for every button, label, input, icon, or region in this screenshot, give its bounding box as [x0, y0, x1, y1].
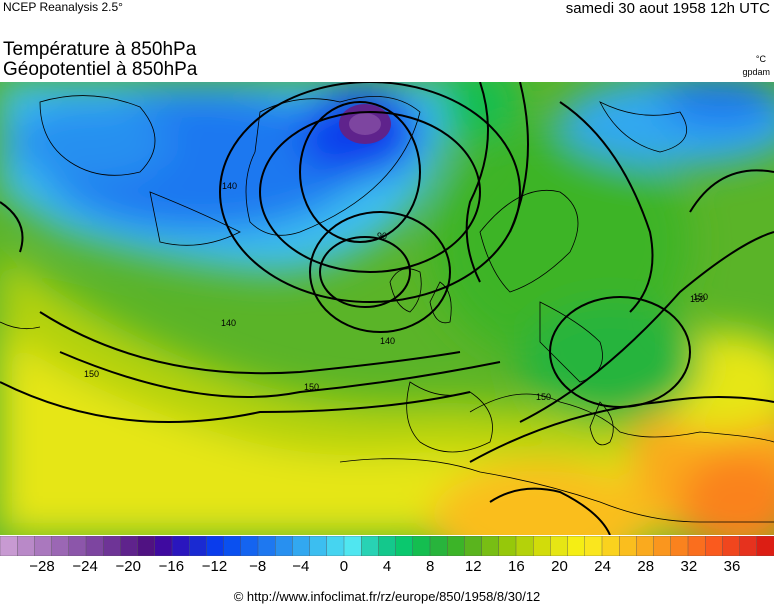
- color-scale-swatch: [51, 536, 70, 556]
- title-geopotential: Géopotentiel à 850hPa: [3, 59, 198, 80]
- color-scale-swatch: [171, 536, 190, 556]
- color-scale-swatch: [34, 536, 53, 556]
- contour-label: 140: [380, 336, 395, 346]
- color-scale-swatch: [292, 536, 311, 556]
- color-scale-swatch: [343, 536, 362, 556]
- unit-geopotential: gpdam: [742, 67, 770, 77]
- color-scale-tick-label: −28: [29, 558, 55, 575]
- color-scale-tick-label: −24: [72, 558, 98, 575]
- color-scale-swatch: [361, 536, 380, 556]
- color-scale-swatch: [326, 536, 345, 556]
- color-scale-swatch: [206, 536, 225, 556]
- color-scale-tick-label: 24: [594, 558, 611, 575]
- color-scale-swatch: [687, 536, 706, 556]
- contour-label: 150: [84, 369, 99, 379]
- color-scale-swatch: [481, 536, 500, 556]
- color-scale-swatch: [17, 536, 36, 556]
- color-scale-tick-label: −4: [292, 558, 310, 575]
- unit-temperature: °C: [755, 54, 766, 64]
- contour-label: 90: [377, 231, 387, 241]
- color-scale-swatch: [550, 536, 569, 556]
- color-scale-tick-label: −8: [249, 558, 267, 575]
- contour-label: 150: [693, 292, 708, 302]
- temperature-field: [0, 82, 774, 535]
- color-scale-swatch: [68, 536, 87, 556]
- coastlines: [0, 95, 774, 523]
- color-scale-swatch: [0, 536, 18, 556]
- color-scale-swatch: [154, 536, 173, 556]
- color-scale-swatch: [429, 536, 448, 556]
- color-scale-swatch: [653, 536, 672, 556]
- geopotential-contours: [0, 82, 774, 535]
- color-scale-swatch: [85, 536, 104, 556]
- color-scale-tick-label: 12: [464, 558, 482, 575]
- color-scale-swatch: [515, 536, 534, 556]
- color-scale-swatch: [619, 536, 638, 556]
- contour-label: 140: [222, 181, 237, 191]
- color-scale-swatch: [705, 536, 724, 556]
- color-scale-swatch: [739, 536, 758, 556]
- color-scale-swatch: [395, 536, 414, 556]
- color-scale-swatch: [567, 536, 586, 556]
- contour-label: 140: [221, 318, 236, 328]
- contour-label: 150: [690, 294, 705, 304]
- color-scale-tick-label: 16: [508, 558, 525, 575]
- source-label: NCEP Reanalysis 2.5°: [3, 0, 123, 14]
- datetime-label: samedi 30 aout 1958 12h UTC: [565, 0, 770, 17]
- color-scale-swatch: [670, 536, 689, 556]
- color-scale-swatch: [223, 536, 242, 556]
- contour-label: 150: [304, 382, 319, 392]
- color-scale-swatch: [275, 536, 294, 556]
- color-scale-swatch: [636, 536, 655, 556]
- color-scale-swatch: [120, 536, 139, 556]
- color-scale-swatch: [447, 536, 466, 556]
- color-scale-tick-label: 20: [551, 558, 568, 575]
- color-scale-tick-label: 36: [723, 558, 741, 575]
- color-scale-tick-label: −20: [115, 558, 141, 575]
- color-scale-swatch: [137, 536, 156, 556]
- color-scale-swatch: [257, 536, 276, 556]
- color-scale-swatch: [498, 536, 517, 556]
- color-scale-tick-label: 8: [425, 558, 435, 575]
- credit-url: © http://www.infoclimat.fr/rz/europe/850…: [233, 589, 541, 604]
- color-scale-swatch: [378, 536, 397, 556]
- color-scale-tick-label: 4: [382, 558, 392, 575]
- color-scale-swatch: [601, 536, 620, 556]
- color-scale-tick-label: −12: [201, 558, 228, 575]
- color-scale-swatch: [188, 536, 208, 556]
- color-scale-ticks: −28 −24 −20 −16 −12 −8 −4 0 4 8 12 16 20 24 28 32 36: [0, 558, 774, 578]
- color-scale-bar: [0, 536, 774, 556]
- color-scale-tick-label: 28: [637, 558, 655, 575]
- color-scale-swatch: [464, 536, 483, 556]
- color-scale-swatch: [722, 536, 741, 556]
- color-scale-swatch: [240, 536, 259, 556]
- color-scale-swatch: [756, 536, 774, 556]
- color-scale-swatch: [309, 536, 328, 556]
- color-scale-tick-label: −16: [158, 558, 185, 575]
- color-scale-swatch: [533, 536, 552, 556]
- color-scale-swatch: [584, 536, 603, 556]
- color-scale-swatch: [102, 536, 122, 556]
- color-scale-swatch: [412, 536, 431, 556]
- contour-label: 150: [536, 392, 551, 402]
- color-scale-tick-label: 0: [339, 558, 349, 575]
- title-temperature: Température à 850hPa: [3, 39, 197, 60]
- color-scale-tick-label: 32: [680, 558, 698, 575]
